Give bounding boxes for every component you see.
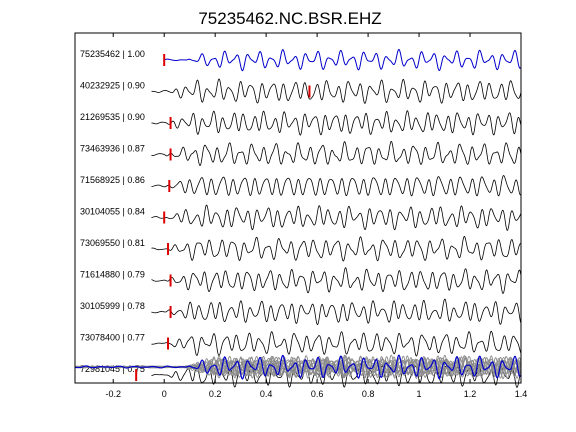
trace-label-2: 21269535 | 0.90	[80, 112, 145, 122]
trace-6	[151, 235, 522, 262]
trace-label-group: 75235462 | 1.00 40232925 | 0.90 21269535 |…	[80, 49, 145, 374]
trace-label-1: 40232925 | 0.90	[80, 81, 145, 91]
trace-3	[151, 140, 522, 167]
trace-5	[151, 204, 522, 231]
trace-0	[164, 48, 522, 72]
trace-label-8: 30105999 | 0.78	[80, 301, 145, 311]
x-tick-label-3: 0.4	[260, 389, 273, 399]
trace-label-3: 73463936 | 0.87	[80, 144, 145, 154]
trace-2	[151, 110, 522, 136]
pick-marker-group	[135, 54, 311, 381]
chart-title: 75235462.NC.BSR.EHZ	[198, 9, 381, 28]
x-tick-label-2: 0.2	[209, 389, 222, 399]
trace-label-6: 73069550 | 0.81	[80, 238, 145, 248]
x-tick-label-1: 0	[162, 389, 167, 399]
trace-label-10: 72981045 | 0.75	[80, 364, 145, 374]
trace-7	[151, 267, 522, 294]
overlay-reference-trace	[74, 354, 522, 380]
x-axis: -0.2 0 0.2 0.4 0.6 0.8 1 1.2 1.4	[105, 33, 527, 399]
x-tick-label-5: 0.8	[362, 389, 375, 399]
trace-4	[151, 175, 522, 197]
trace-1	[151, 78, 522, 104]
x-tick-label-0: -0.2	[105, 389, 121, 399]
trace-label-9: 73078400 | 0.77	[80, 333, 145, 343]
trace-8	[151, 298, 522, 326]
x-tick-label-7: 1.2	[464, 389, 477, 399]
x-tick-label-6: 1	[417, 389, 422, 399]
x-tick-label-4: 0.6	[311, 389, 324, 399]
x-tick-label-8: 1.4	[515, 389, 528, 399]
trace-label-4: 71568925 | 0.86	[80, 175, 145, 185]
trace-label-0: 75235462 | 1.00	[80, 49, 145, 59]
trace-group	[151, 48, 522, 388]
trace-label-5: 30104055 | 0.84	[80, 207, 145, 217]
plot-frame	[74, 32, 522, 384]
trace-label-7: 71614880 | 0.79	[80, 270, 145, 280]
trace-9	[151, 330, 522, 357]
stacked-overlay-group	[74, 354, 522, 380]
